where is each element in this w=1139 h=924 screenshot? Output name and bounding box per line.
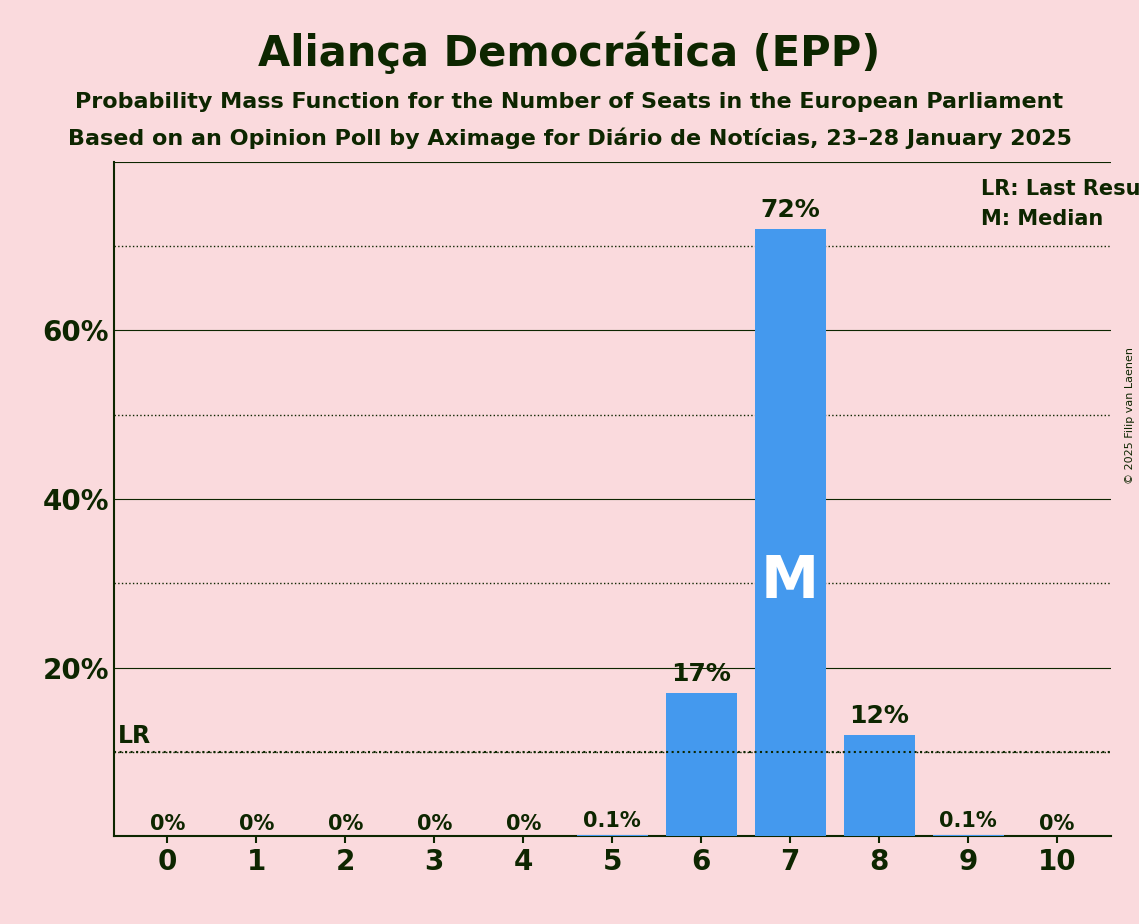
Text: Based on an Opinion Poll by Aximage for Diário de Notícias, 23–28 January 2025: Based on an Opinion Poll by Aximage for … <box>67 128 1072 149</box>
Text: M: Median: M: Median <box>981 209 1104 229</box>
Text: Probability Mass Function for the Number of Seats in the European Parliament: Probability Mass Function for the Number… <box>75 92 1064 113</box>
Bar <box>754 229 826 836</box>
Text: 0%: 0% <box>238 814 274 833</box>
Text: 0.1%: 0.1% <box>940 811 997 832</box>
Text: 0%: 0% <box>506 814 541 833</box>
Bar <box>665 693 737 836</box>
Text: 0%: 0% <box>417 814 452 833</box>
Text: 72%: 72% <box>761 199 820 223</box>
Text: 0%: 0% <box>1040 814 1075 833</box>
Text: LR: LR <box>118 723 151 748</box>
Text: 0%: 0% <box>328 814 363 833</box>
Text: 0%: 0% <box>149 814 185 833</box>
Bar <box>844 736 915 836</box>
Text: M: M <box>761 553 819 610</box>
Text: Aliança Democrática (EPP): Aliança Democrática (EPP) <box>259 32 880 75</box>
Text: 0.1%: 0.1% <box>583 811 641 832</box>
Text: © 2025 Filip van Laenen: © 2025 Filip van Laenen <box>1125 347 1134 484</box>
Text: 12%: 12% <box>850 704 909 728</box>
Text: 17%: 17% <box>671 663 731 687</box>
Text: LR: Last Result: LR: Last Result <box>981 178 1139 199</box>
